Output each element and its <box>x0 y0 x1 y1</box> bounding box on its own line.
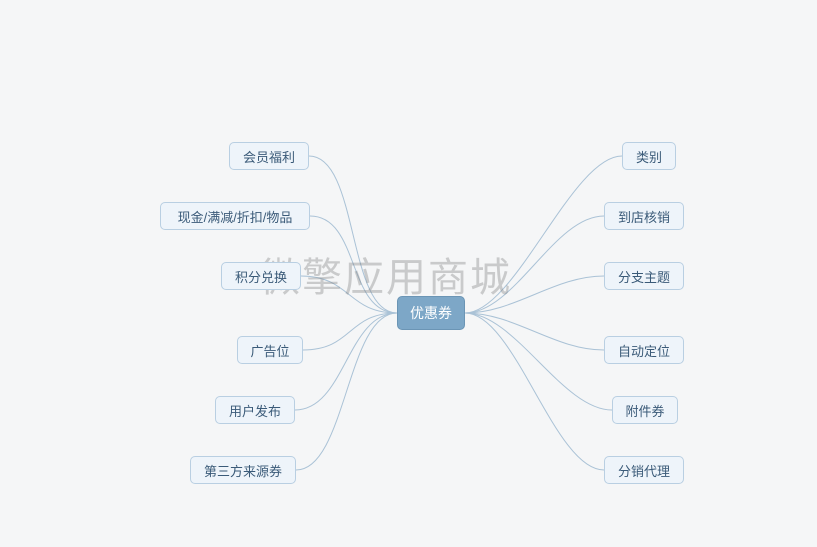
leaf-node-label: 现金/满减/折扣/物品 <box>178 207 293 226</box>
leaf-node-l5[interactable]: 用户发布 <box>215 396 295 424</box>
leaf-node-label: 附件券 <box>625 401 664 420</box>
leaf-node-r1[interactable]: 类别 <box>622 142 676 170</box>
leaf-node-l2[interactable]: 现金/满减/折扣/物品 <box>160 202 310 230</box>
leaf-node-l1[interactable]: 会员福利 <box>229 142 309 170</box>
center-node[interactable]: 优惠券 <box>397 296 465 330</box>
leaf-node-label: 类别 <box>636 147 662 166</box>
edges-layer <box>0 0 817 547</box>
edge-l4 <box>303 313 397 350</box>
leaf-node-l3[interactable]: 积分兑换 <box>221 262 301 290</box>
leaf-node-r4[interactable]: 自动定位 <box>604 336 684 364</box>
edge-r6 <box>465 313 604 470</box>
center-node-label: 优惠券 <box>410 303 452 323</box>
leaf-node-label: 积分兑换 <box>235 267 287 286</box>
edge-r2 <box>465 216 604 313</box>
leaf-node-r3[interactable]: 分支主题 <box>604 262 684 290</box>
edge-l2 <box>310 216 397 313</box>
leaf-node-label: 分支主题 <box>618 267 670 286</box>
leaf-node-l6[interactable]: 第三方来源券 <box>190 456 296 484</box>
leaf-node-label: 自动定位 <box>618 341 670 360</box>
edge-l1 <box>309 156 397 313</box>
leaf-node-label: 广告位 <box>250 341 289 360</box>
leaf-node-r6[interactable]: 分销代理 <box>604 456 684 484</box>
mindmap-canvas: 微擎应用商城 优惠券 会员福利现金/满减/折扣/物品积分兑换广告位用户发布第三方… <box>0 0 817 547</box>
leaf-node-label: 分销代理 <box>618 461 670 480</box>
leaf-node-l4[interactable]: 广告位 <box>237 336 303 364</box>
leaf-node-label: 会员福利 <box>243 147 295 166</box>
edge-l3 <box>301 276 397 313</box>
edge-r3 <box>465 276 604 313</box>
edge-r5 <box>465 313 612 410</box>
leaf-node-r2[interactable]: 到店核销 <box>604 202 684 230</box>
leaf-node-label: 用户发布 <box>229 401 281 420</box>
edge-l5 <box>295 313 397 410</box>
edge-r1 <box>465 156 622 313</box>
edge-l6 <box>296 313 397 470</box>
leaf-node-label: 到店核销 <box>618 207 670 226</box>
leaf-node-label: 第三方来源券 <box>204 461 282 480</box>
edge-r4 <box>465 313 604 350</box>
leaf-node-r5[interactable]: 附件券 <box>612 396 678 424</box>
